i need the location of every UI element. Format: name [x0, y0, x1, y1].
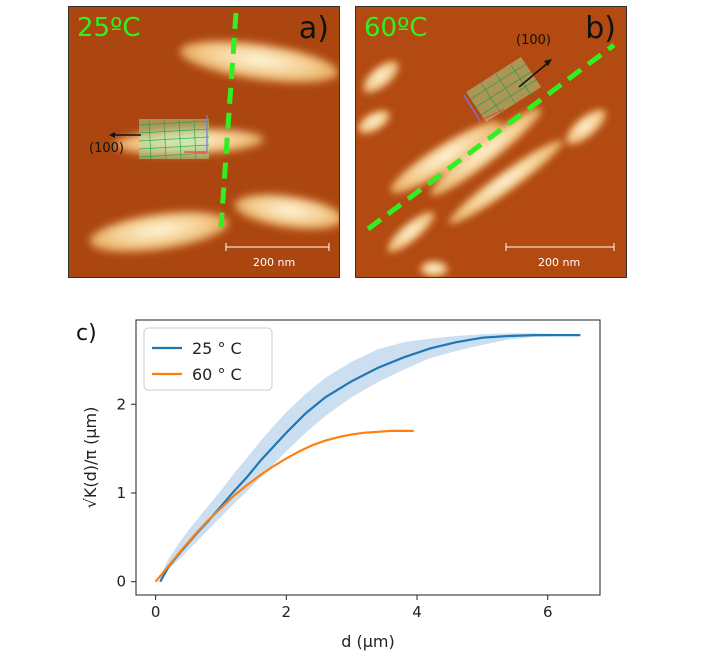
- fiber-left-2: [357, 110, 391, 134]
- scale-bar-a: [225, 243, 330, 251]
- scale-label-b: 200 nm: [538, 256, 581, 269]
- legend: 25 ° C 60 ° C: [143, 327, 273, 391]
- temperature-label-b: 60ºC: [364, 13, 428, 43]
- afm-topography-a: [69, 7, 339, 277]
- x-tick-label: 0: [151, 603, 161, 621]
- panel-letter-a: a): [298, 11, 329, 46]
- x-tick-label: 2: [282, 603, 292, 621]
- orientation-axes-a: [109, 115, 208, 153]
- fiber-left-1: [362, 60, 400, 94]
- fiber-main-1: [390, 120, 502, 194]
- fiber-right: [565, 109, 607, 145]
- confidence-band-0: [160, 333, 581, 582]
- y-tick-label: 2: [116, 395, 126, 413]
- dashed-line-b: [366, 42, 616, 232]
- afm-topography-b: [356, 7, 626, 277]
- temperature-label-a: 25ºC: [77, 13, 141, 43]
- legend-label-1: 60 ° C: [192, 365, 242, 384]
- scale-label-a: 200 nm: [253, 256, 296, 269]
- fiber-lower: [387, 211, 435, 253]
- afm-image-25c: 25ºC a) 200 nm (100): [68, 6, 340, 278]
- legend-label-0: 25 ° C: [192, 339, 242, 358]
- y-tick-label: 0: [116, 573, 126, 591]
- direction-label-a: (100): [89, 141, 124, 156]
- scale-bar-b: [505, 243, 615, 251]
- series-line-1: [154, 429, 414, 583]
- dashed-line-a: [218, 12, 239, 228]
- panel-letter-c: c): [76, 321, 97, 346]
- fiber-bottom-left: [89, 211, 229, 253]
- afm-image-60c: 60ºC b) 200 nm (100): [355, 6, 627, 278]
- fiber-top: [179, 40, 339, 84]
- fiber-main-3: [449, 140, 563, 224]
- y-tick-label: 1: [116, 484, 126, 502]
- y-axis-label: √K(d)/π (μm): [81, 407, 100, 509]
- crystal-lattice-a: [138, 118, 210, 160]
- fiber-bottom-right: [234, 194, 339, 230]
- x-tick-label: 6: [543, 603, 553, 621]
- fiber-bottom: [420, 261, 448, 277]
- chart-c: c) 0 2 4 6 0 1 2 d (μm) √K(d)/π (μm) 25 ° C 60 ° C: [76, 319, 601, 651]
- direction-label-b: (100): [516, 33, 551, 48]
- x-tick-label: 4: [412, 603, 422, 621]
- plot-frame: [135, 319, 601, 596]
- fiber-main-2: [430, 108, 542, 196]
- plot-area: 0 2 4 6 0 1 2 d (μm) √K(d)/π (μm) 25 ° C 60 ° C: [81, 319, 601, 651]
- panel-letter-b: b): [585, 11, 616, 46]
- crystal-lattice-b: [466, 57, 541, 122]
- x-axis-label: d (μm): [341, 632, 395, 651]
- orientation-axes-b: [463, 59, 552, 122]
